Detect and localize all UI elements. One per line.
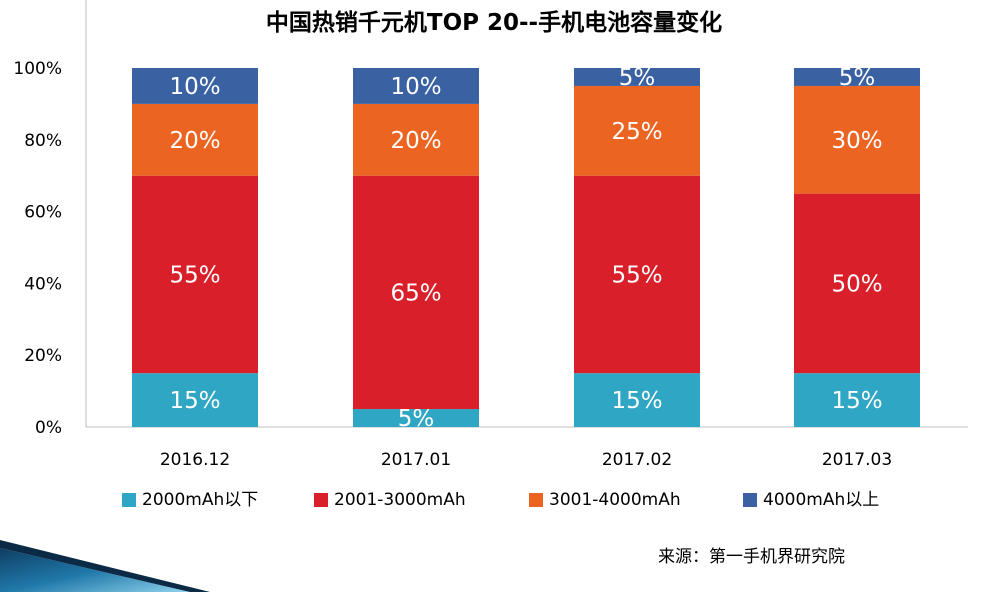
bar-segment (132, 103, 258, 176)
data-label: 55% (169, 262, 220, 288)
y-tick-label: 80% (24, 131, 62, 151)
bar-segment (574, 85, 700, 176)
x-tick-label: 2017.03 (822, 450, 892, 470)
bar-segment (574, 373, 700, 427)
x-axis-ticks: 2016.12 2017.01 2017.02 2017.03 (160, 450, 892, 470)
data-label: 50% (831, 271, 882, 297)
data-label: 30% (831, 128, 882, 154)
bar-segment (794, 68, 920, 86)
data-label: 5% (619, 65, 656, 91)
data-label: 10% (390, 74, 441, 100)
bars: 15% 55% 20% 10% 5% 65% 20% 10% 15% 55% 25% 5% 15% 50%… (132, 65, 920, 432)
data-label: 55% (611, 262, 662, 288)
bar-segment (353, 175, 479, 410)
x-tick-label: 2016.12 (160, 450, 230, 470)
data-label: 15% (169, 388, 220, 414)
chart-title: 中国热销千元机TOP 20--手机电池容量变化 (266, 9, 722, 36)
legend-label: 2001-3000mAh (334, 490, 466, 510)
data-label: 15% (611, 388, 662, 414)
legend: 2000mAh以下 2001-3000mAh 3001-4000mAh 4000mAh… (122, 490, 879, 510)
legend-label: 4000mAh以上 (763, 490, 879, 510)
bar-segment (794, 373, 920, 427)
corner-decoration-stripe (0, 540, 210, 592)
data-label: 20% (390, 128, 441, 154)
y-tick-label: 0% (35, 418, 62, 438)
bar-segment (794, 85, 920, 194)
legend-label: 3001-4000mAh (549, 490, 681, 510)
bar-segment (132, 175, 258, 374)
x-tick-label: 2017.02 (602, 450, 672, 470)
data-label: 15% (831, 388, 882, 414)
legend-swatch (314, 493, 328, 507)
data-label: 10% (169, 74, 220, 100)
legend-swatch (529, 493, 543, 507)
data-label: 20% (169, 128, 220, 154)
bar-segment (574, 68, 700, 86)
data-label: 5% (398, 406, 435, 432)
legend-swatch (743, 493, 757, 507)
bar-segment (353, 68, 479, 104)
y-tick-label: 40% (24, 274, 62, 294)
source-note: 来源：第一手机界研究院 (658, 547, 845, 567)
data-label: 5% (839, 65, 876, 91)
bar-segment (794, 193, 920, 374)
bar-segment (353, 103, 479, 176)
bar-segment (132, 373, 258, 427)
legend-label: 2000mAh以下 (142, 490, 258, 510)
bar-segment (353, 409, 479, 427)
y-tick-label: 60% (24, 203, 62, 223)
y-tick-label: 100% (13, 59, 62, 79)
bar-segment (574, 175, 700, 374)
y-tick-label: 20% (24, 346, 62, 366)
data-label: 65% (390, 280, 441, 306)
y-axis-ticks: 0% 20% 40% 60% 80% 100% (13, 59, 62, 438)
x-tick-label: 2017.01 (381, 450, 451, 470)
bar-segment (132, 68, 258, 104)
data-label: 25% (611, 119, 662, 145)
legend-swatch (122, 493, 136, 507)
